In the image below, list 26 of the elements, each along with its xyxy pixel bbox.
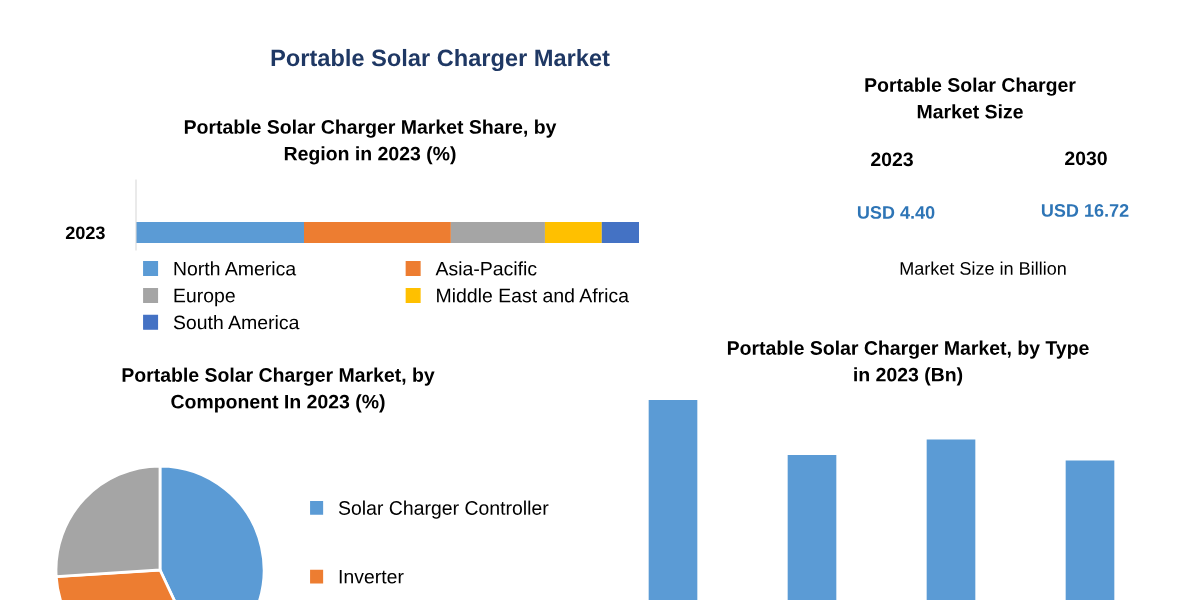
- legend-label: Inverter: [339, 569, 404, 584]
- bar: [787, 455, 837, 600]
- legend-label: Solar Charger Controller: [338, 500, 549, 519]
- bar: [450, 222, 545, 243]
- bar: [601, 222, 639, 243]
- chart-title: Portable Solar Charger Market, by Type in 2023 (Bn): [727, 340, 1089, 386]
- text: 2023: [871, 152, 913, 167]
- text: 2030: [1065, 151, 1107, 166]
- text: Portable Solar Charger Market Size: [865, 77, 1076, 119]
- bar: [544, 222, 602, 243]
- legend-label: Asia-Pacific: [435, 261, 537, 276]
- chart-title: Portable Solar Charger Market, by Component In 2023 (%): [122, 367, 435, 413]
- bar: [926, 439, 976, 600]
- text: Market Size in Billion: [900, 261, 1066, 275]
- legend-label: North America: [174, 261, 297, 276]
- bar: [648, 400, 698, 600]
- text: Portable Solar Charger Market: [271, 48, 610, 72]
- legend-label: Europe: [174, 288, 235, 307]
- text: USD 4.40: [857, 206, 935, 219]
- bar: [304, 222, 451, 243]
- chart-title: Portable Solar Charger Market Share, by Region in 2023 (%): [184, 119, 557, 165]
- legend-label: South America: [173, 315, 300, 330]
- text: USD 16.72: [1041, 204, 1129, 217]
- legend-label: Middle East and Africa: [437, 288, 629, 303]
- bar: [136, 222, 304, 243]
- bar: [1065, 460, 1115, 600]
